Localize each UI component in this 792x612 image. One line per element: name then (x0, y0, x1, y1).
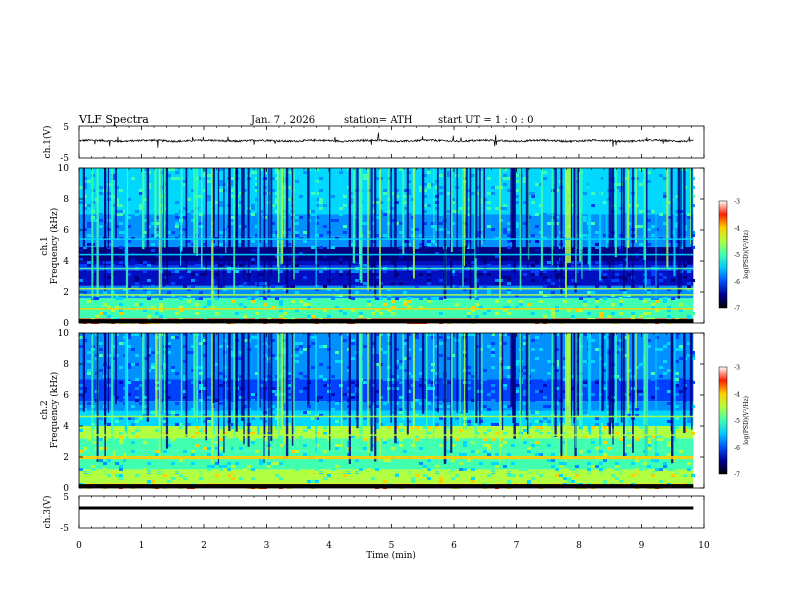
x-tick-label-4: 4 (326, 541, 332, 551)
ch1-ytick-0: 0 (63, 319, 69, 329)
ch2-spectrogram-ylabel-line2: Frequency (kHz) (49, 372, 60, 449)
ch2-colorbar: -3 -4 -5 -6 -7 log(PSD)(V²/Hz) (718, 365, 750, 479)
ch2-colorbar-label: log(PSD)(V²/Hz) (743, 396, 750, 445)
ch2-spectrogram-image (79, 333, 704, 489)
ch2-ytick-2: 4 (63, 422, 69, 432)
x-tick-label-10: 10 (698, 541, 710, 551)
ch1-ytick-bottom: -5 (60, 154, 69, 164)
ch1-ytick-5: 10 (58, 164, 70, 174)
ch2-colorbar-tick-0: -3 (734, 365, 740, 372)
ch2-ytick-1: 2 (63, 453, 69, 463)
start-ut-label: start UT = 1 : 0 : 0 (438, 115, 533, 126)
ch3-ytick-top: 5 (63, 493, 69, 503)
x-axis-tick-labels: 0 1 2 3 4 5 6 7 8 9 10 (76, 541, 710, 551)
ch1-colorbar-tick-3: -6 (734, 279, 740, 286)
ch2-colorbar-tick-4: -7 (734, 472, 740, 479)
ch2-ytick-4: 8 (63, 360, 69, 370)
ch1-line-5 (79, 238, 694, 240)
ch1-line-0 (79, 308, 694, 310)
ch1-band-4 (79, 270, 694, 277)
x-tick-label-7: 7 (514, 541, 520, 551)
x-tick-label-3: 3 (264, 541, 270, 551)
x-tick-label-5: 5 (389, 541, 395, 551)
station-label: station= ATH (344, 115, 413, 126)
ch1-line-3 (79, 267, 694, 270)
ch1-line-1 (79, 294, 694, 296)
ch1-band-8 (79, 236, 694, 248)
ch2-band-7 (79, 379, 694, 402)
ch1-waveform-ylabel: ch.1(V) (42, 126, 53, 159)
ch2-ytick-5: 10 (58, 329, 70, 339)
ch1-ytick-1: 2 (63, 288, 69, 298)
ch2-colorbar-tick-3: -6 (734, 445, 740, 452)
ch1-colorbar-tick-2: -5 (734, 252, 740, 259)
figure-title: VLF Spectra (78, 113, 149, 126)
ch2-line-4 (79, 471, 694, 474)
x-axis-ticks (78, 126, 705, 528)
ch1-colorbar-label: log(PSD)(V²/Hz) (743, 230, 750, 279)
x-tick-label-6: 6 (451, 541, 457, 551)
ch2-line-2 (79, 434, 694, 436)
ch1-colorbar-tick-1: -4 (734, 225, 740, 232)
x-tick-label-8: 8 (576, 541, 582, 551)
ch2-ytick-0: 0 (63, 484, 69, 494)
ch1-spectrogram-image (79, 168, 704, 324)
ch1-colorbar-tick-0: -3 (734, 199, 740, 206)
ch1-colorbar-tick-4: -7 (734, 306, 740, 313)
ch2-line-1 (79, 456, 694, 458)
ch3-ytick-bottom: -5 (60, 524, 69, 534)
date-label: Jan. 7 , 2026 (250, 115, 315, 126)
ch1-line-4 (79, 253, 694, 256)
ch1-spectrogram-ylabel-line1: ch.1 (40, 236, 50, 255)
ch2-spectrogram-panel: 0 2 4 6 8 10 ch.2 Frequency (kHz) -3 -4 -5 -6 -7 l… (40, 329, 750, 494)
ch1-band-6 (79, 261, 694, 266)
ch2-line-0 (79, 457, 694, 460)
ch1-waveform-trace (78, 132, 694, 148)
ch3-waveform-ylabel: ch.3(V) (42, 496, 53, 529)
x-axis-label: Time (min) (366, 550, 416, 561)
ch2-line-3 (79, 415, 694, 418)
x-tick-label-9: 9 (639, 541, 645, 551)
ch1-band-3 (79, 276, 694, 286)
x-tick-label-1: 1 (139, 541, 145, 551)
ch1-spectrogram-panel: 0 2 4 6 8 10 ch.1 Frequency (kHz) -3 -4 -5 -6 -7 l… (40, 164, 750, 329)
ch1-line-2 (79, 287, 694, 290)
x-tick-label-0: 0 (76, 541, 82, 551)
ch2-colorbar-tick-1: -4 (734, 391, 740, 398)
ch1-ytick-3: 6 (63, 226, 69, 236)
ch2-band-6 (79, 401, 694, 411)
ch1-colorbar: -3 -4 -5 -6 -7 log(PSD)(V²/Hz) (718, 199, 750, 313)
ch1-ytick-2: 4 (63, 257, 69, 267)
ch2-colorbar-tick-2: -5 (734, 418, 740, 425)
x-tick-label-2: 2 (201, 541, 207, 551)
ch2-band-8 (79, 333, 694, 380)
ch1-spectrogram-ylabel-line2: Frequency (kHz) (49, 208, 60, 285)
ch2-spectrogram-ylabel-line1: ch.2 (40, 400, 50, 419)
ch1-ytick-4: 8 (63, 195, 69, 205)
ch1-ytick-top: 5 (63, 123, 69, 133)
ch2-ytick-3: 6 (63, 391, 69, 401)
